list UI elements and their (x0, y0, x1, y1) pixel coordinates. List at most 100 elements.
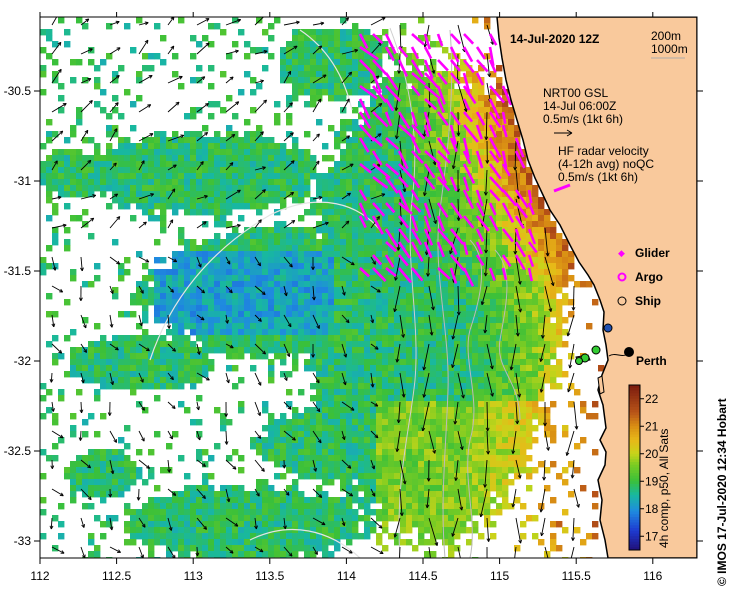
sst-cell (418, 137, 425, 144)
sst-cell (310, 101, 317, 108)
sst-cell (508, 221, 515, 228)
sst-cell (274, 233, 281, 240)
sst-cell (418, 473, 425, 480)
sst-cell (340, 203, 347, 210)
sst-cell (514, 371, 521, 378)
sst-cell (484, 491, 491, 498)
sst-cell (202, 485, 209, 492)
sst-cell (418, 407, 425, 414)
sst-cell (586, 413, 593, 420)
sst-cell (316, 311, 323, 318)
sst-cell (490, 281, 497, 288)
sst-cell (280, 197, 287, 204)
sst-cell (274, 113, 281, 120)
sst-cell (124, 257, 131, 264)
sst-cell (346, 449, 353, 456)
sst-cell (370, 305, 377, 312)
sst-cell (430, 263, 437, 270)
sst-cell (406, 77, 413, 84)
sst-cell (184, 539, 191, 546)
sst-cell (118, 179, 125, 186)
sst-cell (220, 215, 227, 222)
sst-cell (556, 239, 563, 246)
sst-cell (382, 353, 389, 360)
sst-layer (40, 17, 605, 558)
sst-cell (172, 287, 179, 294)
sst-cell (178, 509, 185, 516)
sst-cell (106, 473, 113, 480)
sst-cell (40, 509, 47, 516)
sst-cell (520, 377, 527, 384)
sst-cell (424, 185, 431, 192)
sst-cell (400, 281, 407, 288)
sst-cell (256, 155, 263, 162)
sst-cell (514, 287, 521, 294)
sst-cell (502, 425, 509, 432)
sst-cell (400, 401, 407, 408)
sst-cell (268, 245, 275, 252)
sst-cell (76, 365, 83, 372)
sst-cell (250, 293, 257, 300)
sst-cell (496, 365, 503, 372)
sst-cell (538, 353, 545, 360)
sst-cell (394, 533, 401, 540)
sst-cell (214, 311, 221, 318)
sst-cell (526, 173, 533, 180)
sst-cell (184, 473, 191, 480)
sst-cell (70, 467, 77, 474)
sst-cell (418, 233, 425, 240)
sst-cell (544, 407, 551, 414)
sst-cell (58, 155, 65, 162)
sst-cell (244, 341, 251, 348)
sst-cell (232, 41, 239, 48)
sst-cell (508, 233, 515, 240)
sst-cell (280, 311, 287, 318)
sst-cell (466, 371, 473, 378)
sst-cell (382, 467, 389, 474)
sst-cell (130, 389, 137, 396)
sst-cell (370, 329, 377, 336)
sst-cell (484, 95, 491, 102)
sst-cell (346, 77, 353, 84)
sst-cell (400, 341, 407, 348)
sst-cell (502, 341, 509, 348)
sst-cell (262, 353, 269, 360)
sst-cell (220, 239, 227, 246)
sst-cell (88, 371, 95, 378)
sst-cell (154, 185, 161, 192)
sst-cell (508, 467, 515, 474)
sst-cell (532, 215, 539, 222)
sst-cell (370, 401, 377, 408)
sst-cell (562, 275, 569, 282)
sst-cell (508, 359, 515, 366)
sst-cell (286, 467, 293, 474)
sst-cell (532, 257, 539, 264)
sst-cell (340, 89, 347, 96)
sst-cell (460, 173, 467, 180)
sst-cell (406, 257, 413, 264)
sst-cell (472, 275, 479, 282)
sst-cell (520, 347, 527, 354)
sst-cell (316, 227, 323, 234)
sst-cell (118, 275, 125, 282)
sst-cell (124, 461, 131, 468)
sst-cell (328, 251, 335, 258)
sst-cell (154, 359, 161, 366)
sst-cell (208, 293, 215, 300)
sst-cell (442, 227, 449, 234)
sst-cell (316, 521, 323, 528)
sst-cell (220, 143, 227, 150)
sst-cell (262, 263, 269, 270)
sst-cell (454, 263, 461, 270)
sst-cell (190, 359, 197, 366)
sst-cell (298, 239, 305, 246)
sst-cell (490, 173, 497, 180)
sst-cell (508, 227, 515, 234)
sst-cell (334, 161, 341, 168)
sst-cell (394, 239, 401, 246)
sst-cell (430, 509, 437, 516)
sst-cell (436, 191, 443, 198)
sst-cell (202, 239, 209, 246)
sst-cell (148, 383, 155, 390)
sst-cell (226, 173, 233, 180)
